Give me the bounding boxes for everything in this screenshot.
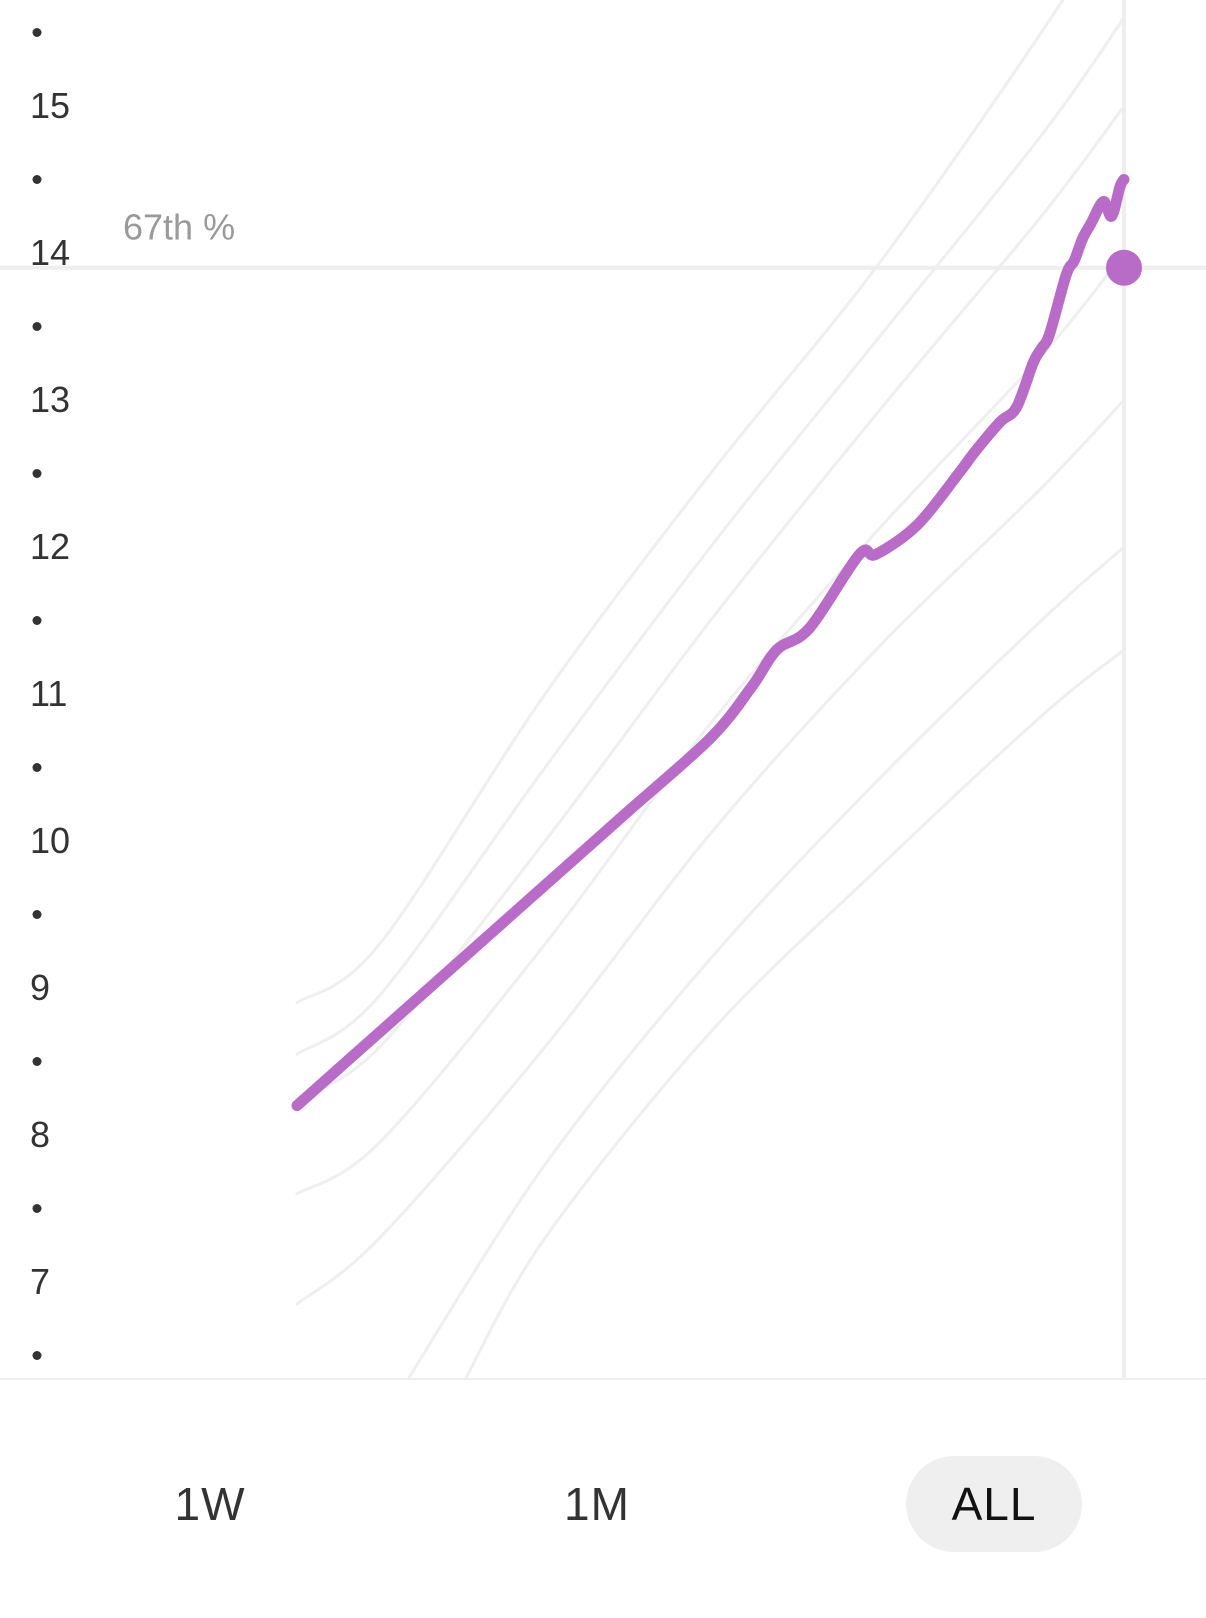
y-minor-dot bbox=[32, 1204, 42, 1213]
y-tick-label-10: 10 bbox=[30, 820, 70, 861]
y-minor-dot bbox=[32, 910, 42, 919]
y-minor-dot bbox=[32, 28, 42, 37]
y-tick-label-7: 7 bbox=[30, 1261, 50, 1302]
range-button-1w[interactable]: 1W bbox=[174, 1478, 246, 1530]
chart-svg: 7 8 9 10 11 12 13 14 15 67th % bbox=[0, 0, 1206, 1380]
growth-chart[interactable]: 7 8 9 10 11 12 13 14 15 67th % bbox=[0, 0, 1206, 1380]
range-button-all[interactable]: ALL bbox=[906, 1456, 1082, 1552]
y-minor-dot bbox=[32, 469, 42, 478]
y-axis: 7 8 9 10 11 12 13 14 15 bbox=[30, 28, 70, 1360]
range-button-1m[interactable]: 1M bbox=[564, 1478, 630, 1530]
y-tick-label-14: 14 bbox=[30, 232, 70, 273]
y-minor-dot bbox=[32, 175, 42, 184]
reference-curves bbox=[295, 0, 1126, 1380]
y-minor-dot bbox=[32, 763, 42, 772]
range-selector: 1W 1M ALL bbox=[0, 1380, 1206, 1618]
y-tick-label-15: 15 bbox=[30, 85, 70, 126]
current-value-marker bbox=[1106, 249, 1142, 286]
y-minor-dot bbox=[32, 1057, 42, 1066]
reference-curve-5 bbox=[295, 398, 1126, 1306]
reference-curve-2 bbox=[295, 16, 1126, 1056]
y-tick-label-8: 8 bbox=[30, 1114, 50, 1155]
y-tick-label-12: 12 bbox=[30, 526, 70, 567]
reference-curve-6 bbox=[405, 545, 1126, 1380]
y-minor-dot bbox=[32, 1351, 42, 1360]
series-layer bbox=[291, 174, 1142, 1112]
percentile-label: 67th % bbox=[123, 207, 235, 248]
y-minor-dot bbox=[32, 616, 42, 625]
y-tick-label-11: 11 bbox=[30, 673, 67, 714]
series-line-1 bbox=[291, 174, 1130, 1112]
y-tick-label-13: 13 bbox=[30, 379, 70, 420]
reference-curve-7 bbox=[463, 648, 1126, 1380]
crosshair-lines bbox=[0, 0, 1206, 1380]
y-tick-label-9: 9 bbox=[30, 967, 50, 1008]
reference-curve-4 bbox=[295, 251, 1126, 1196]
y-minor-dot bbox=[32, 322, 42, 331]
reference-curve-1 bbox=[295, 0, 1065, 1005]
reference-curve-3 bbox=[295, 104, 1126, 1100]
